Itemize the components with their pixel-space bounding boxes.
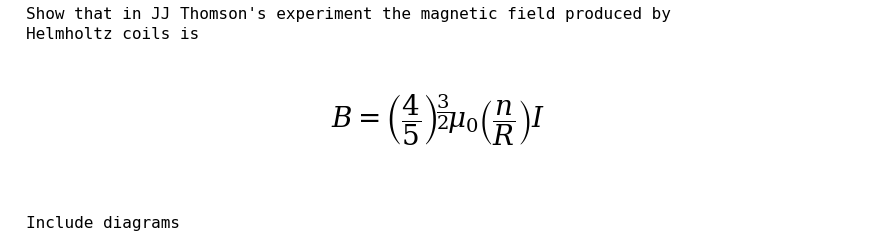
Text: Show that in JJ Thomson's experiment the magnetic field produced by
Helmholtz co: Show that in JJ Thomson's experiment the… — [26, 7, 671, 42]
Text: Include diagrams: Include diagrams — [26, 216, 180, 231]
Text: $B = \left(\dfrac{4}{5}\right)^{\!\dfrac{3}{2}} \!\mu_0 \left(\dfrac{n}{R}\right: $B = \left(\dfrac{4}{5}\right)^{\!\dfrac… — [331, 93, 545, 148]
